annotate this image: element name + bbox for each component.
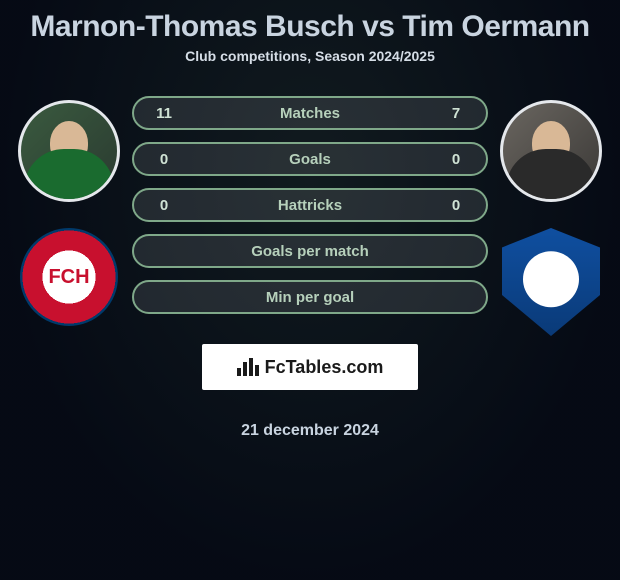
stat-label: Matches [176,105,444,122]
stat-left-value: 11 [152,105,176,122]
stat-label: Hattricks [176,197,444,214]
page-title: Marnon-Thomas Busch vs Tim Oermann [0,0,620,48]
stat-row-goals-per-match: Goals per match [132,234,488,268]
stat-label: Min per goal [152,289,468,306]
stat-row-matches: 11 Matches 7 [132,96,488,130]
page-subtitle: Club competitions, Season 2024/2025 [0,48,620,80]
brand-label: FcTables.com [265,357,384,378]
stat-row-hattricks: 0 Hattricks 0 [132,188,488,222]
date-label: 21 december 2024 [132,422,488,440]
stat-left-value: 0 [152,197,176,214]
right-player-avatar [500,100,602,202]
comparison-row: FCH 11 Matches 7 0 Goals 0 0 Hattricks 0… [0,80,620,440]
brand-logo[interactable]: FcTables.com [202,344,418,390]
bars-icon [237,358,259,376]
stat-label: Goals per match [152,243,468,260]
stat-right-value: 0 [444,151,468,168]
stat-row-goals: 0 Goals 0 [132,142,488,176]
stats-column: 11 Matches 7 0 Goals 0 0 Hattricks 0 Goa… [132,80,488,440]
right-club-badge [502,228,600,336]
avatar-body [506,149,596,202]
stat-right-value: 7 [444,105,468,122]
stat-left-value: 0 [152,151,176,168]
left-column: FCH [18,80,120,326]
stat-row-min-per-goal: Min per goal [132,280,488,314]
left-club-badge: FCH [20,228,118,326]
avatar-body [24,149,114,202]
right-column [500,80,602,336]
left-player-avatar [18,100,120,202]
stat-label: Goals [176,151,444,168]
left-club-label: FCH [48,266,89,289]
content-root: Marnon-Thomas Busch vs Tim Oermann Club … [0,0,620,580]
stat-right-value: 0 [444,197,468,214]
